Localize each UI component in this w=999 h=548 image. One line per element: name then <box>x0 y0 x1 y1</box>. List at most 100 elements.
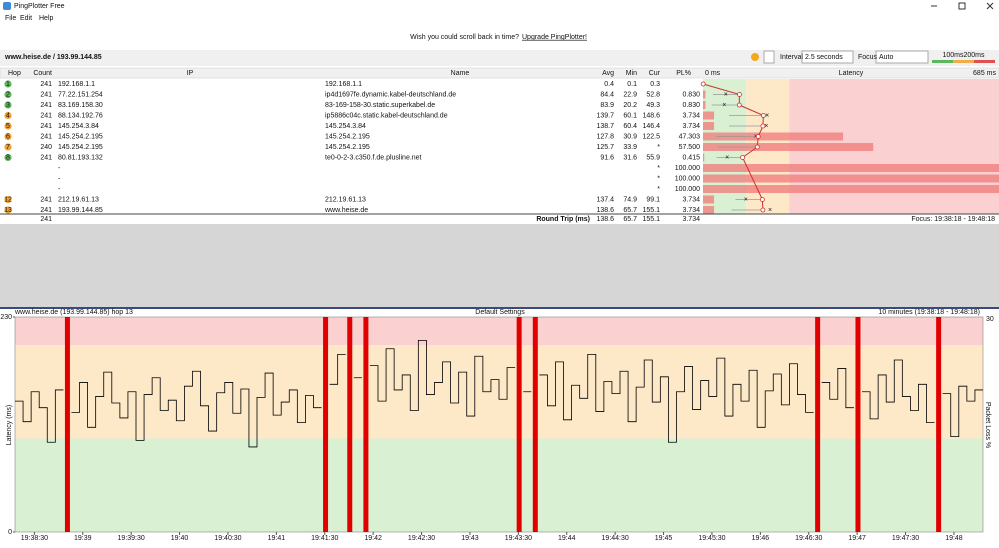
average-line <box>703 83 764 211</box>
column-header[interactable]: PL% <box>676 70 691 77</box>
ip[interactable]: 145.254.2.195 <box>58 144 103 151</box>
avg: 0.4 <box>604 81 614 88</box>
name[interactable]: www.heise.de <box>324 207 368 214</box>
ip[interactable]: 80.81.193.132 <box>58 154 103 161</box>
current-marker: × <box>768 207 772 214</box>
ip[interactable]: - <box>58 165 61 172</box>
ip[interactable]: 83.169.158.30 <box>58 102 103 109</box>
min: 33.9 <box>623 144 637 151</box>
packet-loss-bar <box>532 317 538 532</box>
interval-select[interactable] <box>801 50 854 64</box>
cur: * <box>657 144 660 151</box>
ip[interactable]: 145.254.3.84 <box>58 123 99 130</box>
menu-item[interactable]: File <box>5 15 16 22</box>
scale-label: 200ms <box>963 52 985 59</box>
footer-cur: 155.1 <box>642 216 660 223</box>
name[interactable]: ip4d1697fe.dynamic.kabel-deutschland.de <box>325 91 456 98</box>
cur: 52.8 <box>646 91 660 98</box>
column-header[interactable]: Min <box>626 70 637 77</box>
menu-item[interactable]: Help <box>39 15 54 22</box>
count: 241 <box>40 81 52 88</box>
average-point <box>759 197 765 202</box>
packet-loss-bar <box>703 185 999 193</box>
x-tick-label: 19:47 <box>848 535 866 542</box>
graph-subtitle: Default Settings <box>475 309 525 316</box>
average-point <box>700 81 706 87</box>
average-point <box>754 144 760 150</box>
column-header[interactable]: Count <box>33 70 52 77</box>
name[interactable]: 212.19.61.13 <box>325 196 366 203</box>
avg: 139.7 <box>596 112 614 119</box>
upgrade-link[interactable]: Upgrade PingPlotter! <box>522 34 587 41</box>
packet-loss: 3.734 <box>682 207 700 214</box>
x-tick-label: 19:46:30 <box>795 535 822 542</box>
current-marker: × <box>722 102 726 109</box>
ip[interactable]: 77.22.151.254 <box>58 91 103 98</box>
hop-badge <box>4 143 12 151</box>
ip[interactable]: - <box>58 175 61 182</box>
target: www.heise.de / 193.99.144.85 <box>4 54 102 61</box>
min: 60.4 <box>623 123 637 130</box>
average-point <box>760 113 766 118</box>
menu-item[interactable]: Edit <box>20 15 32 22</box>
avg: 91.6 <box>600 154 614 161</box>
min: 65.7 <box>623 207 637 214</box>
x-tick-label: 19:43:30 <box>505 535 532 542</box>
hop-badge <box>4 153 12 162</box>
ip[interactable]: - <box>58 186 61 193</box>
alert-button[interactable] <box>751 53 759 61</box>
hop-badge <box>4 90 12 99</box>
packet-loss-bar <box>703 132 844 141</box>
close-button[interactable] <box>986 2 994 10</box>
current-marker: × <box>744 196 748 203</box>
splitter[interactable] <box>0 307 999 309</box>
cur: 0.3 <box>650 81 660 88</box>
count: 240 <box>40 144 52 151</box>
app-icon <box>3 2 11 10</box>
packet-loss: 100.000 <box>675 175 700 182</box>
name[interactable]: te0-0-2-3.c350.f.de.plusline.net <box>325 154 422 161</box>
average-point <box>736 102 742 108</box>
packet-loss-bar <box>703 111 715 120</box>
packet-loss: 100.000 <box>675 165 700 172</box>
ip[interactable]: 212.19.61.13 <box>58 196 99 203</box>
column-header[interactable]: Cur <box>649 70 661 77</box>
packet-loss-bar <box>936 317 942 532</box>
min: 20.2 <box>623 102 637 109</box>
name[interactable]: 145.254.2.195 <box>325 133 370 140</box>
packet-loss-bar <box>703 122 715 130</box>
avg: 127.8 <box>596 133 614 140</box>
column-header[interactable]: Hop <box>8 70 21 77</box>
cur: 99.1 <box>646 196 660 203</box>
footer-focus: Focus: 19:38:18 - 19:48:18 <box>911 216 995 223</box>
maximize-button[interactable] <box>958 2 966 10</box>
name[interactable]: ip5886c04c.static.kabel-deutschland.de <box>325 112 448 119</box>
ip[interactable]: 88.134.192.76 <box>58 112 103 119</box>
name[interactable]: 83-169-158-30.static.superkabel.de <box>325 102 435 109</box>
column-header[interactable]: Avg <box>602 70 614 77</box>
column-header[interactable]: IP <box>187 70 194 77</box>
name[interactable]: 192.168.1.1 <box>325 81 362 88</box>
packet-loss: 0.830 <box>682 91 700 98</box>
focus-select[interactable] <box>875 50 929 64</box>
column-header[interactable]: Latency <box>839 70 864 77</box>
hop-badge <box>4 132 12 141</box>
x-tick-label: 19:38:30 <box>21 535 48 542</box>
x-tick-label: 19:46 <box>752 535 770 542</box>
scale-label: 100ms <box>942 52 964 59</box>
scale-zone <box>953 60 974 63</box>
focus-value: Auto <box>879 54 894 61</box>
ip[interactable]: 193.99.144.85 <box>58 207 103 214</box>
column-header[interactable]: Name <box>451 70 470 77</box>
ip[interactable]: 145.254.2.195 <box>58 133 103 140</box>
ip[interactable]: 192.168.1.1 <box>58 81 95 88</box>
footer-count: 241 <box>40 216 52 223</box>
y2-axis-label: Packet Loss % <box>984 402 991 448</box>
x-tick-label: 19:41 <box>268 535 286 542</box>
x-tick-label: 19:42 <box>364 535 382 542</box>
packet-loss-bar <box>323 317 329 532</box>
alert-dropdown[interactable] <box>763 50 775 64</box>
name[interactable]: 145.254.3.84 <box>325 123 366 130</box>
name[interactable]: 145.254.2.195 <box>325 144 370 151</box>
scale-zone <box>974 60 995 63</box>
